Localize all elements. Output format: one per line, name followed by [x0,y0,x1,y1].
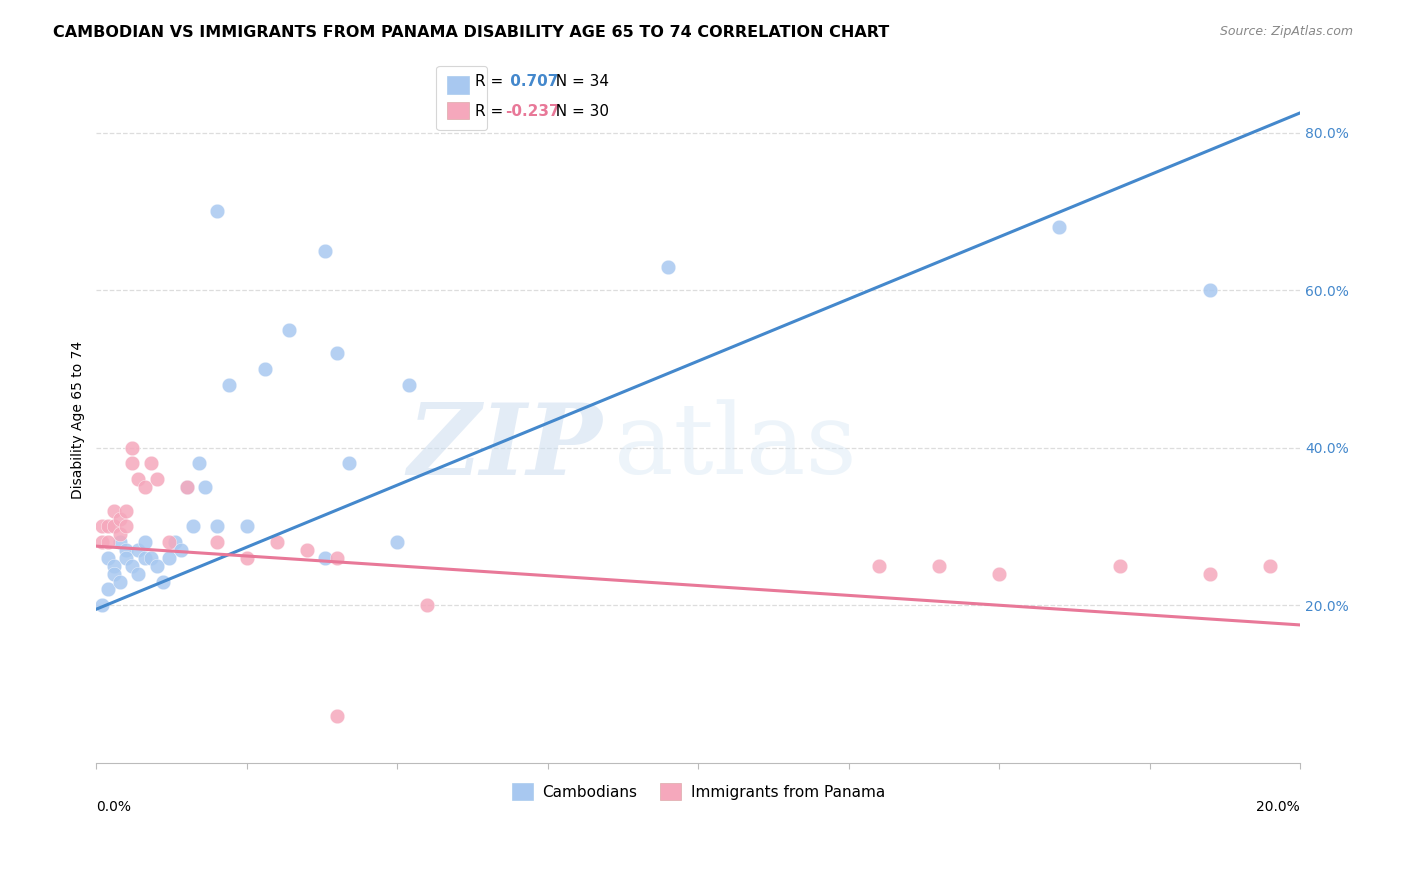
Text: -0.237: -0.237 [505,104,560,120]
Point [139,551,162,566]
Point [236,519,259,533]
Point [103,566,125,581]
Point [103,504,125,518]
Text: R =: R = [475,74,509,89]
Point [387,535,409,549]
Point [121,457,143,471]
Point [103,519,125,533]
Point [194,480,217,494]
Point [97,519,120,533]
Point [115,504,138,518]
Point [416,599,439,613]
Point [326,346,349,360]
Point [205,204,228,219]
Point [97,551,120,566]
Point [121,441,143,455]
Text: N = 30: N = 30 [546,104,609,120]
Point [97,582,120,597]
Text: ZIP: ZIP [406,400,602,496]
Point [145,558,167,573]
Point [134,480,156,494]
Point [91,599,114,613]
Point [1198,283,1220,297]
Y-axis label: Disability Age 65 to 74: Disability Age 65 to 74 [72,341,86,500]
Point [163,535,186,549]
Point [157,535,180,549]
Point [326,551,349,566]
Point [236,551,259,566]
Point [91,519,114,533]
Point [181,519,204,533]
Point [253,362,276,376]
Legend: Cambodians, Immigrants from Panama: Cambodians, Immigrants from Panama [506,777,891,806]
Point [295,543,318,558]
Text: 0.0%: 0.0% [97,800,131,814]
Point [134,551,156,566]
Point [169,543,191,558]
Point [115,543,138,558]
Text: 20.0%: 20.0% [1257,800,1301,814]
Point [868,558,890,573]
Text: Source: ZipAtlas.com: Source: ZipAtlas.com [1219,25,1353,38]
Point [398,377,420,392]
Point [1047,220,1070,235]
Point [157,551,180,566]
Point [1258,558,1281,573]
Point [187,457,209,471]
Text: CAMBODIAN VS IMMIGRANTS FROM PANAMA DISABILITY AGE 65 TO 74 CORRELATION CHART: CAMBODIAN VS IMMIGRANTS FROM PANAMA DISA… [53,25,890,40]
Point [127,472,149,486]
Point [278,322,301,336]
Point [176,480,198,494]
Point [91,535,114,549]
Point [1198,566,1220,581]
Point [314,551,336,566]
Point [928,558,950,573]
Point [205,535,228,549]
Point [176,480,198,494]
Point [145,472,167,486]
Point [110,535,132,549]
Text: R =: R = [475,104,509,120]
Point [127,543,149,558]
Point [218,377,240,392]
Point [110,527,132,541]
Text: atlas: atlas [614,400,856,495]
Point [337,457,360,471]
Point [326,708,349,723]
Point [115,519,138,533]
Point [121,558,143,573]
Point [1108,558,1130,573]
Point [205,519,228,533]
Point [110,511,132,525]
Point [110,574,132,589]
Point [266,535,288,549]
Point [152,574,174,589]
Point [127,566,149,581]
Point [134,535,156,549]
Point [314,244,336,258]
Text: 0.707: 0.707 [505,74,558,89]
Point [139,457,162,471]
Point [103,558,125,573]
Point [115,551,138,566]
Point [657,260,679,274]
Point [988,566,1011,581]
Text: N = 34: N = 34 [546,74,609,89]
Point [97,535,120,549]
